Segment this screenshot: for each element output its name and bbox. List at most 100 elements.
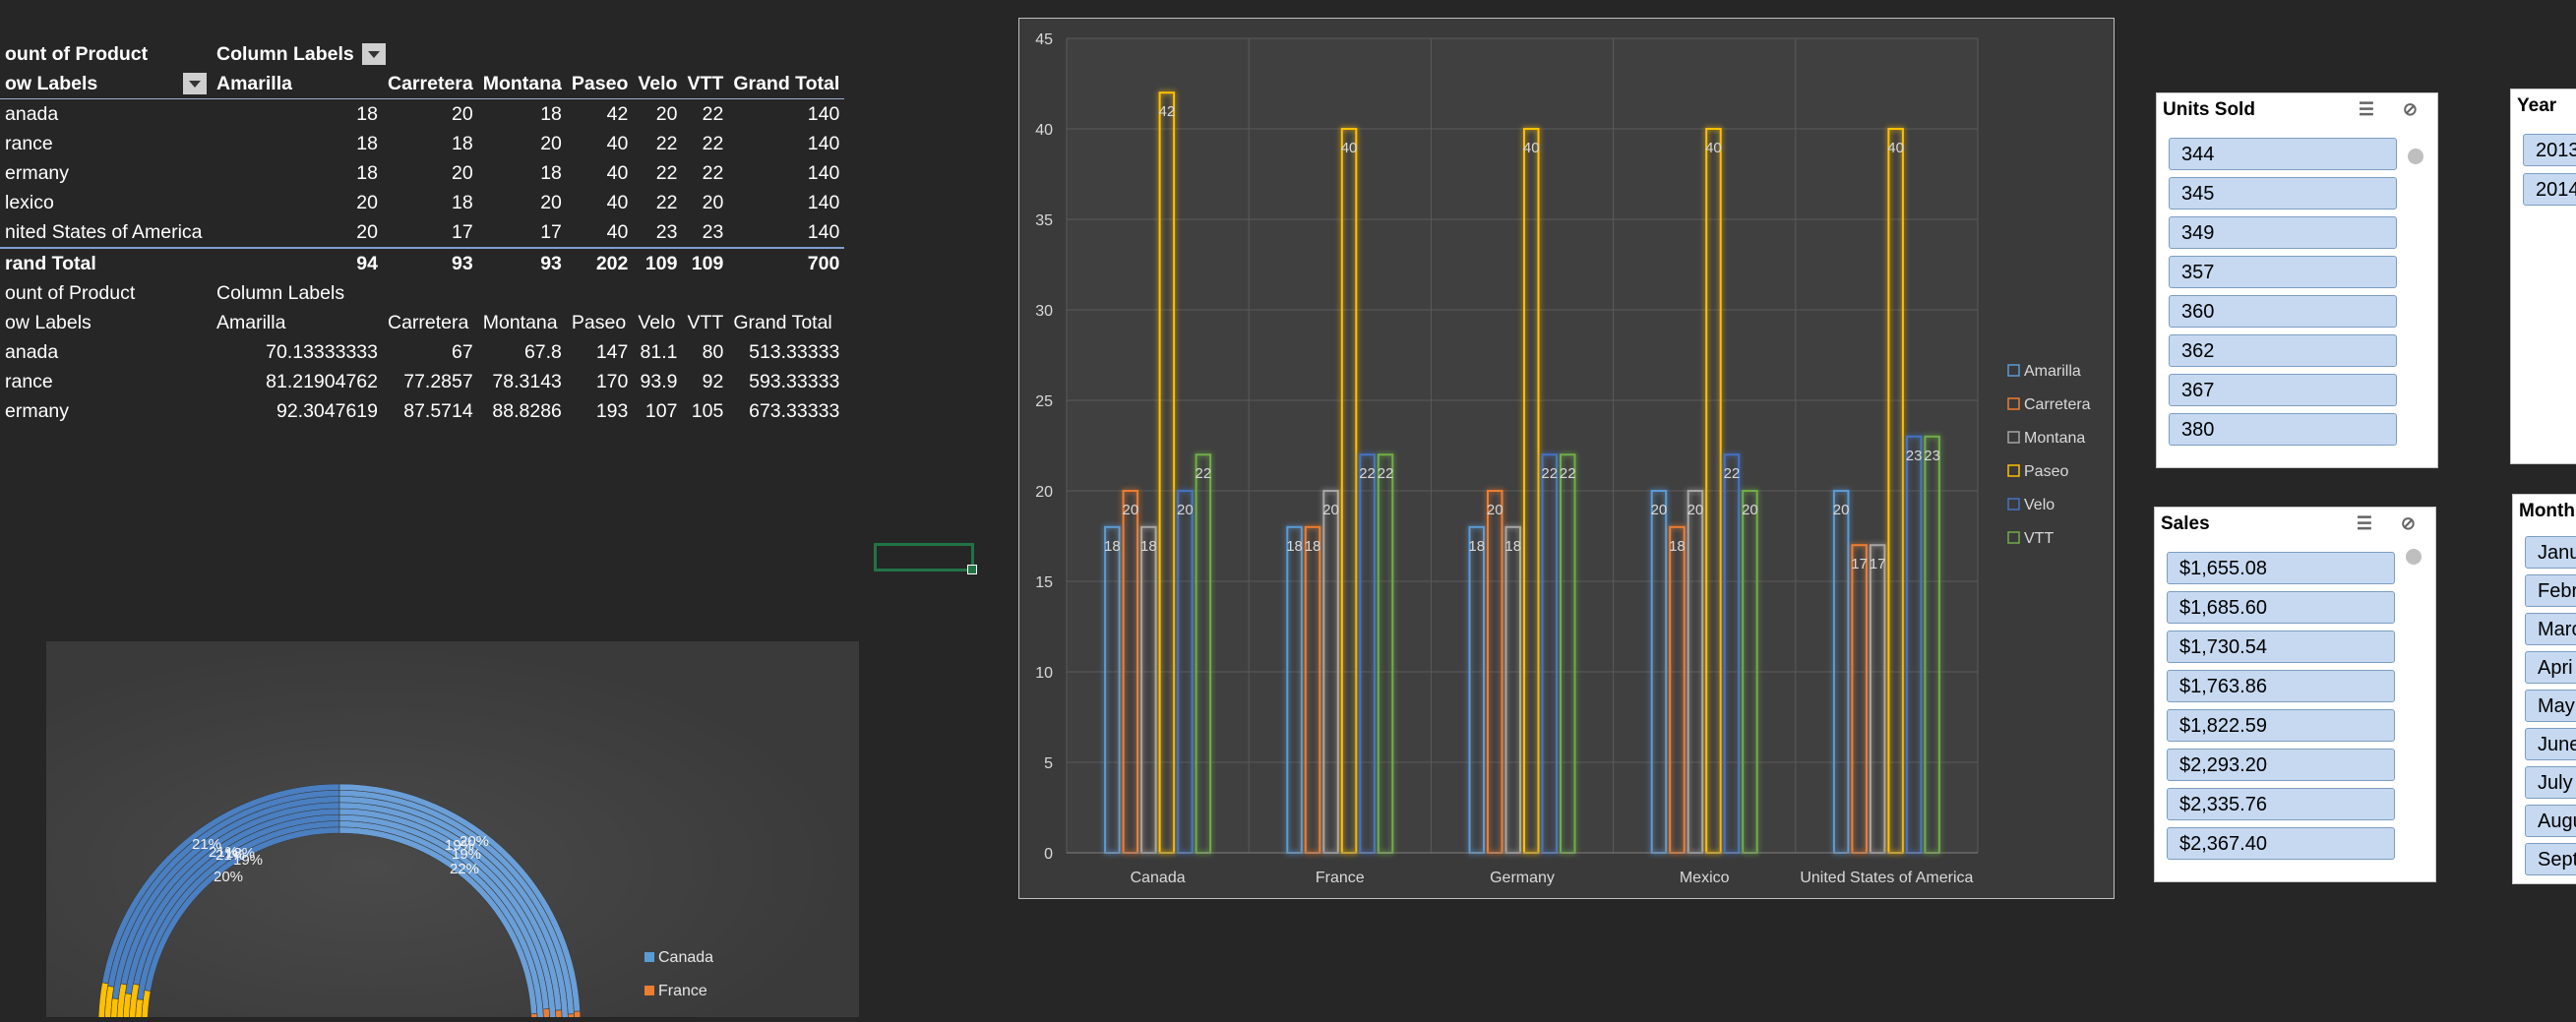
pivot-cell[interactable]: 23	[655, 220, 678, 243]
pivot-cell[interactable]: Velo	[633, 69, 683, 99]
slicer-item[interactable]: 2013	[2523, 134, 2576, 166]
pivot-cell[interactable]: ermany	[5, 161, 70, 184]
slicer-item[interactable]: 357	[2169, 256, 2397, 288]
pivot-cell[interactable]: 22	[655, 161, 678, 184]
pivot-cell[interactable]: 20	[356, 220, 378, 243]
pivot-cell[interactable]: Velo	[638, 311, 676, 333]
pivot-cell[interactable]: 22	[702, 102, 724, 125]
donut-segment[interactable]	[338, 820, 544, 1022]
legend-label[interactable]: Paseo	[2024, 463, 2068, 480]
pivot-cell[interactable]: 23	[702, 220, 724, 243]
slicer-item[interactable]: 362	[2169, 334, 2397, 367]
pivot-cell[interactable]: 93.9	[640, 370, 678, 392]
pivot-cell[interactable]: VTT	[682, 69, 729, 99]
pivot-cell[interactable]: 22	[655, 132, 678, 154]
pivot-cell[interactable]: ount of Product	[5, 42, 149, 65]
pivot-cell[interactable]: 140	[807, 161, 840, 184]
pivot-cell[interactable]: anada	[5, 340, 59, 363]
pivot-cell[interactable]: 42	[606, 102, 629, 125]
pivot-cell[interactable]: 20	[540, 191, 562, 213]
pivot-cell[interactable]: 140	[807, 220, 840, 243]
slicer-item[interactable]: July	[2525, 766, 2576, 799]
slicer-sales[interactable]: Sales ☰ ⊘ $1,655.08 $1,685.60 $1,730.54 $1,763…	[2154, 507, 2436, 882]
pivot-cell[interactable]: ow Labels	[0, 69, 212, 99]
pivot-cell[interactable]: 140	[807, 191, 840, 213]
slicer-item[interactable]: 344	[2169, 138, 2397, 170]
pivot-cell[interactable]: 202	[566, 247, 634, 278]
slicer-units-sold[interactable]: Units Sold ☰ ⊘ 344 345 349 357 360 362 367 380	[2156, 92, 2438, 468]
pivot-cell[interactable]: 70.13333333	[266, 340, 378, 363]
pivot-cell[interactable]: 80	[702, 340, 724, 363]
slicer-item[interactable]: $1,655.08	[2167, 552, 2395, 584]
legend-label[interactable]: Amarilla	[2024, 363, 2081, 380]
doughnut-chart[interactable]: 21% 21% 21% 18% 19% 20% 19% 20% 19% 22% Canada Fran…	[46, 641, 859, 1022]
pivot-cell[interactable]: 20	[356, 191, 378, 213]
legend-label[interactable]: VTT	[2024, 530, 2054, 547]
slicer-item[interactable]: Apri	[2525, 651, 2576, 684]
pivot-cell[interactable]: Paseo	[566, 69, 634, 99]
pivot-cell[interactable]: Montana	[477, 69, 567, 99]
pivot-cell[interactable]: 17	[452, 220, 473, 243]
pivot-cell[interactable]: rance	[5, 132, 53, 154]
pivot-cell[interactable]: 92	[702, 370, 724, 392]
pivot-cell[interactable]: 109	[633, 247, 683, 278]
multi-select-icon[interactable]: ☰	[2358, 99, 2386, 119]
pivot-cell[interactable]: 20	[452, 161, 473, 184]
pivot-cell[interactable]: 93	[477, 247, 567, 278]
pivot-cell[interactable]: 18	[540, 102, 562, 125]
pivot-cell[interactable]: 20	[702, 191, 724, 213]
pivot-cell[interactable]: 40	[606, 220, 629, 243]
slicer-item[interactable]: $1,763.86	[2167, 670, 2395, 702]
selected-cell[interactable]	[874, 543, 977, 574]
pivot-cell[interactable]: 513.33333	[749, 340, 840, 363]
slicer-item[interactable]: 367	[2169, 374, 2397, 406]
pivot-cell[interactable]: 93	[383, 247, 478, 278]
slicer-item[interactable]: 345	[2169, 177, 2397, 210]
slicer-item[interactable]: 360	[2169, 295, 2397, 328]
pivot-cell[interactable]: 22	[702, 132, 724, 154]
pivot-cell[interactable]: ow Labels	[5, 311, 92, 333]
pivot-cell[interactable]: 87.5714	[403, 399, 473, 422]
pivot-cell[interactable]: 20	[655, 102, 678, 125]
pivot-cell[interactable]: lexico	[5, 191, 54, 213]
pivot-cell[interactable]: Carretera	[388, 311, 469, 333]
slicer-item[interactable]: May	[2525, 690, 2576, 722]
pivot-cell[interactable]: 67	[452, 340, 473, 363]
pivot-cell[interactable]: Paseo	[571, 311, 627, 333]
clear-filter-icon[interactable]: ⊘	[2400, 513, 2427, 533]
pivot-cell[interactable]: 67.8	[523, 340, 562, 363]
slicer-month[interactable]: Month Janu Febr Marc Apri May June July Augu Sept…	[2512, 494, 2576, 884]
pivot-cell[interactable]: 140	[807, 132, 840, 154]
pivot-cell[interactable]: 109	[682, 247, 729, 278]
slicer-item[interactable]: 2014	[2523, 173, 2576, 206]
pivot-cell[interactable]: 193	[595, 399, 629, 422]
pivot-cell[interactable]: Amarilla	[212, 69, 383, 99]
slicer-item[interactable]: $1,822.59	[2167, 709, 2395, 742]
pivot-cell[interactable]: Montana	[482, 311, 558, 333]
pivot-cell[interactable]: anada	[5, 102, 59, 125]
filter-dropdown-icon[interactable]	[183, 72, 207, 94]
pivot-cell[interactable]: nited States of America	[5, 220, 203, 243]
slicer-item[interactable]: $1,685.60	[2167, 591, 2395, 624]
scrollbar-thumb[interactable]	[2406, 549, 2422, 565]
pivot-cell[interactable]: 40	[606, 191, 629, 213]
column-labels-header[interactable]: Column Labels	[212, 39, 844, 69]
pivot-cell[interactable]: 88.8286	[492, 399, 562, 422]
pivot-cell[interactable]: 593.33333	[749, 370, 840, 392]
pivot-cell[interactable]: 40	[606, 132, 629, 154]
pivot-cell[interactable]: 107	[644, 399, 678, 422]
slicer-item[interactable]: Febr	[2525, 574, 2576, 607]
pivot-cell[interactable]: Grand Total	[728, 69, 845, 99]
clear-filter-icon[interactable]: ⊘	[2402, 99, 2429, 119]
donut-segment[interactable]	[521, 1013, 538, 1022]
pivot-cell[interactable]: 170	[595, 370, 629, 392]
filter-dropdown-icon[interactable]	[361, 43, 386, 66]
pivot-cell[interactable]: 20	[452, 102, 473, 125]
slicer-item[interactable]: 349	[2169, 216, 2397, 249]
legend-label[interactable]: Velo	[2024, 497, 2055, 513]
scrollbar-thumb[interactable]	[2408, 149, 2423, 164]
slicer-item[interactable]: June	[2525, 728, 2576, 760]
pivot-cell[interactable]: 20	[540, 132, 562, 154]
pivot-cell[interactable]: 22	[702, 161, 724, 184]
pivot-cell[interactable]: 40	[606, 161, 629, 184]
